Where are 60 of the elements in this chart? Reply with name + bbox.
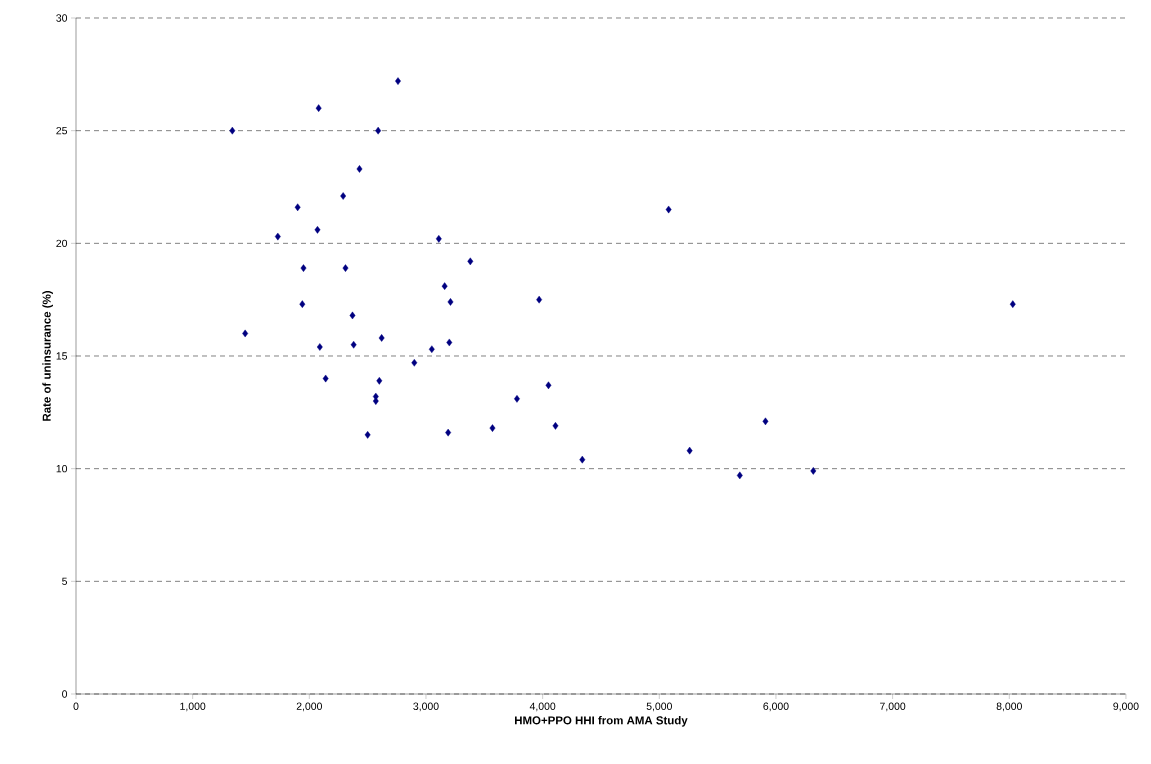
point (316, 343, 323, 351)
point (445, 428, 452, 437)
x-tick-label: 5,000 (646, 702, 672, 712)
point (294, 203, 301, 212)
point (579, 455, 586, 464)
point (229, 126, 236, 135)
point (356, 165, 363, 173)
y-tick-label: 5 (62, 577, 68, 585)
point (435, 235, 442, 243)
point (376, 376, 383, 385)
point (665, 205, 672, 214)
point (441, 282, 448, 290)
point (395, 77, 401, 85)
point (322, 374, 329, 383)
point (242, 329, 249, 338)
point (810, 467, 817, 475)
x-tick-label: 7,000 (880, 702, 906, 712)
x-tick-label: 8,000 (996, 702, 1022, 712)
point (447, 298, 454, 306)
point (762, 417, 769, 426)
x-tick-label: 6,000 (763, 702, 789, 712)
x-tick-label: 1,000 (180, 702, 206, 712)
x-tick-label: 0 (73, 702, 79, 710)
x-tick-label: 3,000 (413, 702, 439, 712)
y-axis-title: Rate of uninsurance (%) (42, 291, 53, 421)
point (342, 264, 349, 272)
point (1009, 300, 1016, 308)
y-tick-label: 25 (56, 126, 68, 135)
point (428, 345, 435, 354)
y-tick-label: 30 (56, 14, 68, 22)
x-tick-label: 9,000 (1113, 702, 1139, 712)
point (489, 424, 496, 432)
y-tick-label: 0 (62, 690, 68, 698)
point (350, 340, 357, 349)
point (446, 338, 453, 347)
point (300, 264, 307, 272)
point (364, 431, 371, 439)
point (274, 232, 281, 241)
point (536, 295, 543, 304)
point (315, 104, 322, 112)
point (375, 126, 382, 135)
y-tick-label: 15 (56, 352, 68, 360)
point (349, 311, 356, 320)
x-axis-title: HMO+PPO HHI from AMA Study (515, 716, 688, 727)
point (552, 422, 559, 430)
point (736, 471, 743, 480)
point (467, 257, 474, 266)
point (314, 226, 321, 234)
y-tick-label: 20 (56, 239, 68, 248)
point (378, 334, 385, 342)
y-tick-label: 10 (56, 464, 68, 473)
point (372, 397, 379, 405)
point (514, 395, 520, 403)
point (411, 358, 418, 367)
point (340, 192, 347, 200)
point (545, 381, 552, 390)
point (299, 300, 306, 308)
x-tick-label: 4,000 (529, 702, 556, 712)
point (686, 446, 693, 455)
x-tick-label: 2,000 (296, 702, 322, 712)
